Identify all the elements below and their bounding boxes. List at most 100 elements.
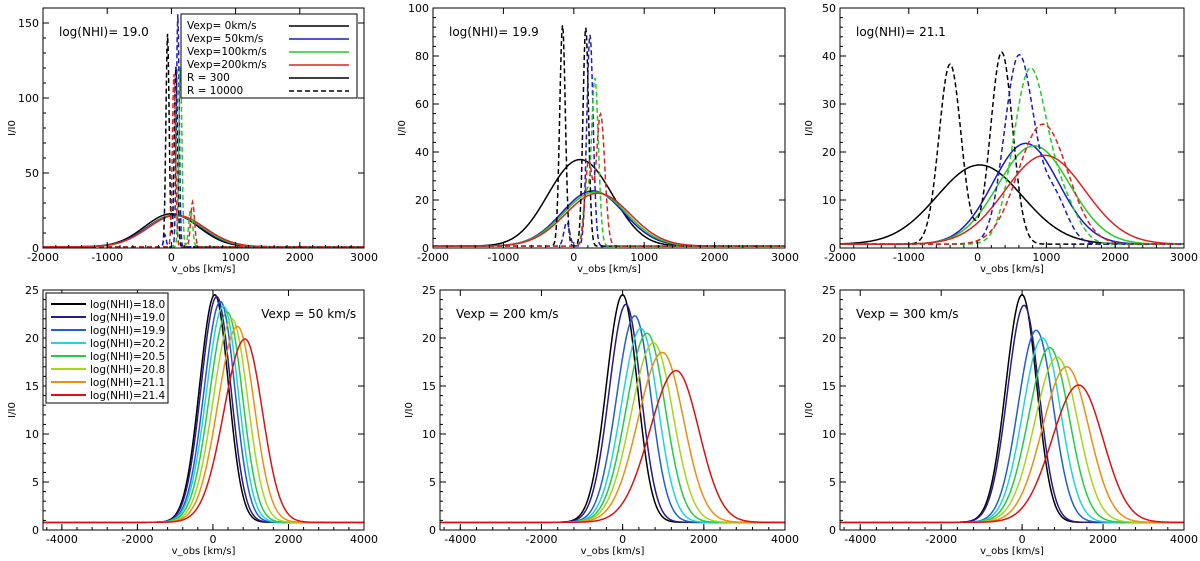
y-tick-label: 10 bbox=[822, 428, 836, 441]
x-axis-label: v_obs [km/s] bbox=[980, 546, 1044, 557]
series-group bbox=[43, 294, 364, 524]
series-group bbox=[433, 25, 785, 247]
y-tick-label: 20 bbox=[422, 332, 436, 345]
legend-label: log(NHI)=21.1 bbox=[90, 377, 165, 389]
legend-label: R = 10000 bbox=[187, 85, 243, 97]
series-line-log-nhi-19-9 bbox=[440, 315, 785, 524]
series-group bbox=[43, 14, 364, 248]
legend-label: log(NHI)=18.0 bbox=[90, 299, 165, 311]
series-line-log-nhi-21-4 bbox=[440, 369, 785, 524]
x-tick-label: 0 bbox=[570, 251, 577, 264]
legend-label: Vexp=200km/s bbox=[187, 59, 267, 71]
series-line-vexp-0-r-10000 bbox=[433, 25, 785, 247]
legend-box bbox=[45, 292, 169, 404]
panel-bottom-right: -4000 -2000 0 2000 4000 0 5 10 15 20 25 v_obs [km/s… bbox=[804, 284, 1198, 557]
x-tick-label: -2000 bbox=[925, 533, 957, 546]
y-tick-label: 15 bbox=[25, 380, 39, 393]
y-tick-label: 50 bbox=[25, 167, 39, 180]
panel-top-right: -2000 -1000 0 1000 2000 3000 0 10 20 30 40 50 v_obs … bbox=[804, 2, 1198, 275]
panel-annotation: log(NHI)= 21.1 bbox=[856, 25, 946, 39]
x-tick-label: 2000 bbox=[274, 533, 302, 546]
y-tick-label: 150 bbox=[18, 17, 39, 30]
y-tick-label: 0 bbox=[32, 242, 39, 255]
y-tick-label: 25 bbox=[422, 284, 436, 297]
x-tick-label: -4000 bbox=[46, 533, 78, 546]
y-tick-label: 20 bbox=[822, 332, 836, 345]
y-tick-label: 80 bbox=[415, 50, 429, 63]
y-tick-label: 0 bbox=[829, 524, 836, 537]
panel-top-left: -2000 -1000 0 1000 2000 3000 0 50 100 150 v_obs [k… bbox=[7, 7, 378, 275]
x-tick-label: -1000 bbox=[893, 251, 925, 264]
series-line-vexp-50-r-300 bbox=[433, 190, 785, 247]
series-line-vexp-200-r-10000 bbox=[840, 123, 1184, 245]
x-tick-label: 4000 bbox=[1170, 533, 1198, 546]
legend-label: Vexp= 50km/s bbox=[187, 33, 263, 45]
x-tick-label: 1000 bbox=[222, 251, 250, 264]
series-line-vexp-50-r-300 bbox=[840, 142, 1184, 245]
y-tick-label: 10 bbox=[822, 194, 836, 207]
series-line-vexp-200-r-300 bbox=[840, 154, 1184, 245]
x-tick-label: -2000 bbox=[121, 533, 153, 546]
x-tick-label: -2000 bbox=[417, 251, 449, 264]
series-group bbox=[840, 294, 1184, 524]
y-tick-label: 15 bbox=[422, 380, 436, 393]
plot-frame bbox=[42, 289, 365, 531]
series-line-vexp-100-r-300 bbox=[840, 145, 1184, 245]
panel-annotation: Vexp = 200 km/s bbox=[456, 307, 559, 321]
series-line-vexp-50-r-10000 bbox=[433, 34, 785, 247]
x-tick-label: 0 bbox=[168, 251, 175, 264]
y-tick-label: 30 bbox=[822, 98, 836, 111]
plot-frame bbox=[432, 7, 786, 249]
y-tick-label: 40 bbox=[822, 50, 836, 63]
y-tick-label: 100 bbox=[18, 92, 39, 105]
legend-box bbox=[180, 13, 358, 99]
y-tick-label: 0 bbox=[422, 242, 429, 255]
series-line-vexp-0-r-300 bbox=[43, 213, 364, 248]
y-tick-label: 60 bbox=[415, 98, 429, 111]
x-tick-label: 4000 bbox=[771, 533, 799, 546]
y-axis-label: I/I0 bbox=[804, 120, 815, 136]
legend-label: log(NHI)=20.2 bbox=[90, 338, 165, 350]
series-line-vexp-200-r-10000 bbox=[433, 111, 785, 247]
x-tick-label: -1000 bbox=[91, 251, 123, 264]
x-tick-label: 3000 bbox=[1170, 251, 1198, 264]
x-tick-label: 3000 bbox=[350, 251, 378, 264]
y-tick-label: 100 bbox=[408, 2, 429, 15]
legend-label: Vexp=100km/s bbox=[187, 46, 267, 58]
x-tick-label: -2000 bbox=[824, 251, 856, 264]
y-tick-label: 20 bbox=[822, 146, 836, 159]
series-group bbox=[440, 294, 785, 524]
series-line-vexp-100-r-300 bbox=[433, 191, 785, 247]
x-axis-label: v_obs [km/s] bbox=[172, 264, 236, 275]
x-tick-label: 0 bbox=[209, 533, 216, 546]
series-line-vexp-200-r-10000 bbox=[43, 74, 364, 248]
y-tick-label: 5 bbox=[829, 476, 836, 489]
y-tick-label: 40 bbox=[415, 146, 429, 159]
y-tick-label: 20 bbox=[25, 332, 39, 345]
y-axis-label: I/I0 bbox=[804, 402, 815, 418]
series-line-vexp-100-r-10000 bbox=[43, 66, 364, 248]
y-tick-label: 5 bbox=[429, 476, 436, 489]
x-tick-label: 0 bbox=[1019, 533, 1026, 546]
x-tick-label: 0 bbox=[974, 251, 981, 264]
y-tick-label: 20 bbox=[415, 194, 429, 207]
legend-label: log(NHI)=19.0 bbox=[90, 312, 165, 324]
legend-label: R = 300 bbox=[187, 72, 230, 84]
y-tick-label: 5 bbox=[32, 476, 39, 489]
legend-label: Vexp= 0km/s bbox=[187, 20, 257, 32]
x-tick-label: 2000 bbox=[1089, 533, 1117, 546]
y-tick-label: 10 bbox=[422, 428, 436, 441]
panel-top-middle: -2000 -1000 0 1000 2000 3000 0 20 40 60 80 100 v_obs… bbox=[397, 2, 799, 275]
series-line-vexp-100-r-10000 bbox=[433, 77, 785, 247]
y-axis-label: I/I0 bbox=[7, 402, 18, 418]
y-tick-label: 0 bbox=[829, 242, 836, 255]
panel-annotation: Vexp = 50 km/s bbox=[261, 307, 356, 321]
series-line-vexp-200-r-300 bbox=[433, 192, 785, 247]
series-line-vexp-100-r-10000 bbox=[840, 67, 1184, 245]
x-tick-label: 2000 bbox=[690, 533, 718, 546]
y-tick-label: 25 bbox=[822, 284, 836, 297]
y-tick-label: 0 bbox=[429, 524, 436, 537]
x-tick-label: -4000 bbox=[844, 533, 876, 546]
panel-annotation: log(NHI)= 19.9 bbox=[449, 25, 539, 39]
